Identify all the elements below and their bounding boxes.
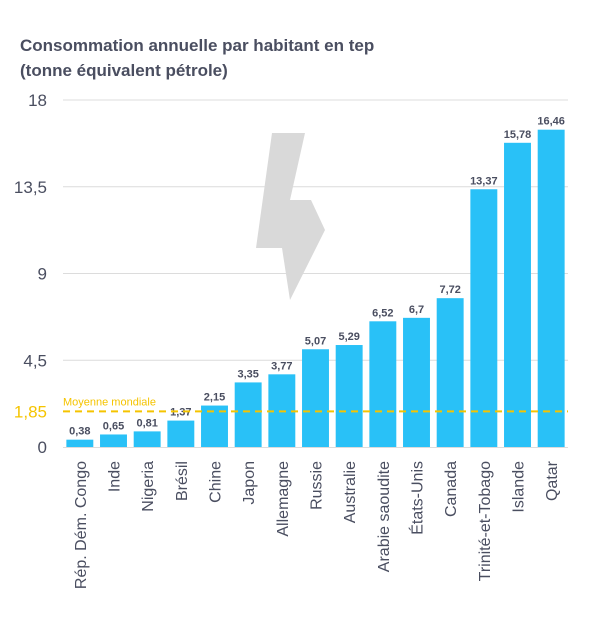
x-tick-label: Japon <box>241 461 258 505</box>
average-tick-label: 1,85 <box>14 402 47 421</box>
x-tick-label: Trinité-et-Tobago <box>477 461 494 581</box>
bar <box>403 317 430 447</box>
bar <box>504 142 531 447</box>
bar <box>100 434 127 447</box>
data-label: 0,38 <box>69 426 90 438</box>
data-label: 7,72 <box>439 284 460 296</box>
data-label: 15,78 <box>504 129 532 141</box>
data-label: 5,07 <box>305 335 326 347</box>
x-tick-label: Nigeria <box>140 461 157 512</box>
average-label: Moyenne mondiale <box>63 396 156 408</box>
bar <box>167 420 195 447</box>
bar <box>436 298 464 447</box>
data-label: 3,35 <box>237 368 258 380</box>
bars: 0,38 0,65 0,81 1,37 2,15 3,35 3,77 5,07 5,29 6,52… <box>66 116 565 447</box>
data-label: 5,29 <box>338 331 359 343</box>
data-label: 6,7 <box>409 304 424 316</box>
data-label: 3,77 <box>271 360 292 372</box>
y-tick-label: 4,5 <box>23 351 47 370</box>
x-tick-label: Rép. Dém. Congo <box>73 461 90 589</box>
bar <box>369 321 397 447</box>
data-label: 1,37 <box>170 407 191 419</box>
data-label: 6,52 <box>372 307 393 319</box>
x-tick-label: Islande <box>511 461 528 513</box>
x-tick-label: Arabie saoudite <box>376 461 393 572</box>
x-tick-label: États-Unis <box>408 461 427 535</box>
y-axis-ticks: 0 4,5 9 13,5 18 <box>14 91 47 457</box>
x-tick-label: Australie <box>342 461 359 523</box>
x-tick-label: Allemagne <box>275 461 292 537</box>
y-tick-label: 0 <box>38 438 47 457</box>
lightning-bolt-icon <box>256 133 325 300</box>
bar <box>335 345 363 447</box>
bar <box>234 382 262 447</box>
x-tick-label: Brésil <box>174 461 191 501</box>
bar <box>302 349 329 447</box>
data-label: 2,15 <box>204 392 225 404</box>
bar <box>470 189 498 447</box>
x-tick-label: Russie <box>309 461 326 510</box>
x-tick-label: Chine <box>208 461 225 503</box>
data-label: 0,65 <box>103 420 124 432</box>
x-tick-label: Inde <box>107 461 124 492</box>
x-axis-labels: Rép. Dém. Congo Inde Nigeria Brésil Chine Jap… <box>73 460 561 589</box>
bar <box>201 405 228 447</box>
x-tick-label: Canada <box>443 461 460 517</box>
y-tick-label: 18 <box>28 91 47 110</box>
y-tick-label: 13,5 <box>14 178 47 197</box>
data-label: 0,81 <box>136 417 157 429</box>
bar <box>66 439 94 447</box>
chart-title: Consommation annuelle par habitant en te… <box>20 36 374 55</box>
world-average-line: Moyenne mondiale 1,85 <box>14 396 568 421</box>
y-tick-label: 9 <box>38 265 47 284</box>
x-tick-label: Qatar <box>544 460 561 501</box>
bar <box>133 431 161 447</box>
data-label: 16,46 <box>537 116 565 128</box>
data-label: 13,37 <box>470 175 498 187</box>
bar <box>537 129 565 447</box>
chart-subtitle: (tonne équivalent pétrole) <box>20 61 228 80</box>
